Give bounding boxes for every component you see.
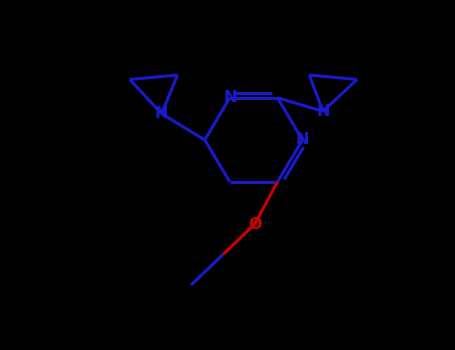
Text: N: N bbox=[223, 90, 237, 105]
Text: N: N bbox=[296, 133, 309, 147]
Text: O: O bbox=[248, 217, 262, 232]
Text: N: N bbox=[316, 104, 330, 119]
Text: N: N bbox=[155, 106, 168, 121]
